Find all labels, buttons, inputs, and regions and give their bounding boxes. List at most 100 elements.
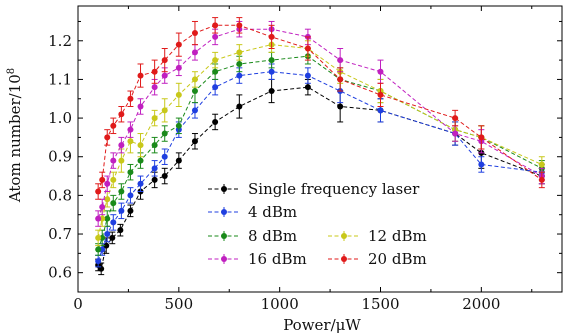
data-point bbox=[305, 46, 311, 52]
data-point bbox=[269, 69, 275, 75]
data-point bbox=[192, 107, 198, 113]
data-point bbox=[162, 173, 168, 179]
data-point bbox=[176, 65, 182, 71]
x-tick-label: 2000 bbox=[462, 295, 500, 313]
data-point bbox=[110, 200, 116, 206]
data-point bbox=[236, 73, 242, 79]
data-point bbox=[162, 107, 168, 113]
data-point bbox=[452, 131, 458, 137]
data-point bbox=[138, 73, 144, 79]
data-point bbox=[162, 154, 168, 160]
x-axis-title: Power/μW bbox=[283, 316, 361, 334]
data-point bbox=[162, 57, 168, 63]
data-point bbox=[152, 165, 158, 171]
data-point bbox=[539, 161, 545, 167]
data-point bbox=[110, 177, 116, 183]
data-point bbox=[378, 92, 384, 98]
data-point bbox=[236, 103, 242, 109]
data-point bbox=[269, 88, 275, 94]
data-point bbox=[176, 123, 182, 129]
data-point bbox=[478, 161, 484, 167]
data-point bbox=[118, 142, 124, 148]
data-point bbox=[269, 57, 275, 63]
data-point bbox=[152, 69, 158, 75]
y-tick-label: 1.0 bbox=[48, 109, 72, 127]
data-point bbox=[192, 88, 198, 94]
data-point bbox=[192, 138, 198, 144]
legend-marker bbox=[221, 256, 227, 262]
data-point bbox=[236, 49, 242, 55]
data-point bbox=[176, 42, 182, 48]
data-point bbox=[236, 22, 242, 28]
data-point bbox=[337, 103, 343, 109]
data-point bbox=[212, 57, 218, 63]
data-point bbox=[378, 69, 384, 75]
data-point bbox=[110, 158, 116, 164]
data-point bbox=[138, 181, 144, 187]
legend-marker bbox=[221, 233, 227, 239]
y-tick-label: 0.7 bbox=[48, 225, 72, 243]
legend-entry-2: 8 dBm bbox=[208, 227, 297, 245]
data-point bbox=[127, 138, 133, 144]
data-point bbox=[118, 208, 124, 214]
plot-frame bbox=[78, 6, 562, 292]
legend-entry-3: 12 dBm bbox=[328, 227, 427, 245]
legend-entry-5: 20 dBm bbox=[328, 250, 427, 268]
legend-label: 16 dBm bbox=[248, 250, 307, 268]
data-point bbox=[337, 76, 343, 82]
legend-marker bbox=[341, 233, 347, 239]
x-tick-label: 1000 bbox=[261, 295, 299, 313]
y-tick-label: 1.2 bbox=[48, 32, 72, 50]
data-point bbox=[539, 177, 545, 183]
data-point bbox=[236, 61, 242, 67]
x-tick-label: 0 bbox=[73, 295, 83, 313]
data-point bbox=[99, 177, 105, 183]
y-tick-label: 1.1 bbox=[48, 70, 72, 88]
data-point bbox=[452, 115, 458, 121]
data-point bbox=[192, 49, 198, 55]
data-point bbox=[212, 22, 218, 28]
y-tick-label: 0.8 bbox=[48, 186, 72, 204]
data-point bbox=[95, 235, 101, 241]
data-point bbox=[212, 69, 218, 75]
data-point bbox=[117, 227, 123, 233]
data-point bbox=[104, 231, 110, 237]
data-point bbox=[212, 34, 218, 40]
data-point bbox=[99, 204, 105, 210]
series-layer bbox=[95, 18, 545, 275]
data-point bbox=[118, 189, 124, 195]
data-point bbox=[104, 134, 110, 140]
data-point bbox=[110, 123, 116, 129]
data-point bbox=[212, 119, 218, 125]
data-point bbox=[152, 115, 158, 121]
y-axis-title-exponent: 8 bbox=[6, 68, 17, 74]
data-point bbox=[305, 73, 311, 79]
legend: Single frequency laser 4 dBm 8 dBm 12 dBm 16… bbox=[208, 180, 427, 268]
data-point bbox=[478, 134, 484, 140]
data-point bbox=[212, 84, 218, 90]
data-point bbox=[104, 181, 110, 187]
data-point bbox=[176, 158, 182, 164]
legend-marker bbox=[221, 209, 227, 215]
data-point bbox=[152, 177, 158, 183]
data-point bbox=[127, 192, 133, 198]
legend-label: 20 dBm bbox=[368, 250, 427, 268]
data-point bbox=[176, 92, 182, 98]
y-tick-label: 0.6 bbox=[48, 264, 72, 282]
data-point bbox=[378, 107, 384, 113]
data-point bbox=[118, 111, 124, 117]
data-point bbox=[138, 103, 144, 109]
data-point bbox=[127, 169, 133, 175]
data-point bbox=[127, 127, 133, 133]
data-point bbox=[118, 158, 124, 164]
data-point bbox=[138, 158, 144, 164]
data-point bbox=[95, 246, 101, 252]
legend-marker bbox=[341, 256, 347, 262]
data-point bbox=[162, 131, 168, 137]
plot-area bbox=[78, 6, 562, 292]
legend-label: Single frequency laser bbox=[248, 180, 420, 198]
data-point bbox=[95, 216, 101, 222]
legend-entry-1: 4 dBm bbox=[208, 203, 297, 221]
data-point bbox=[95, 258, 101, 264]
